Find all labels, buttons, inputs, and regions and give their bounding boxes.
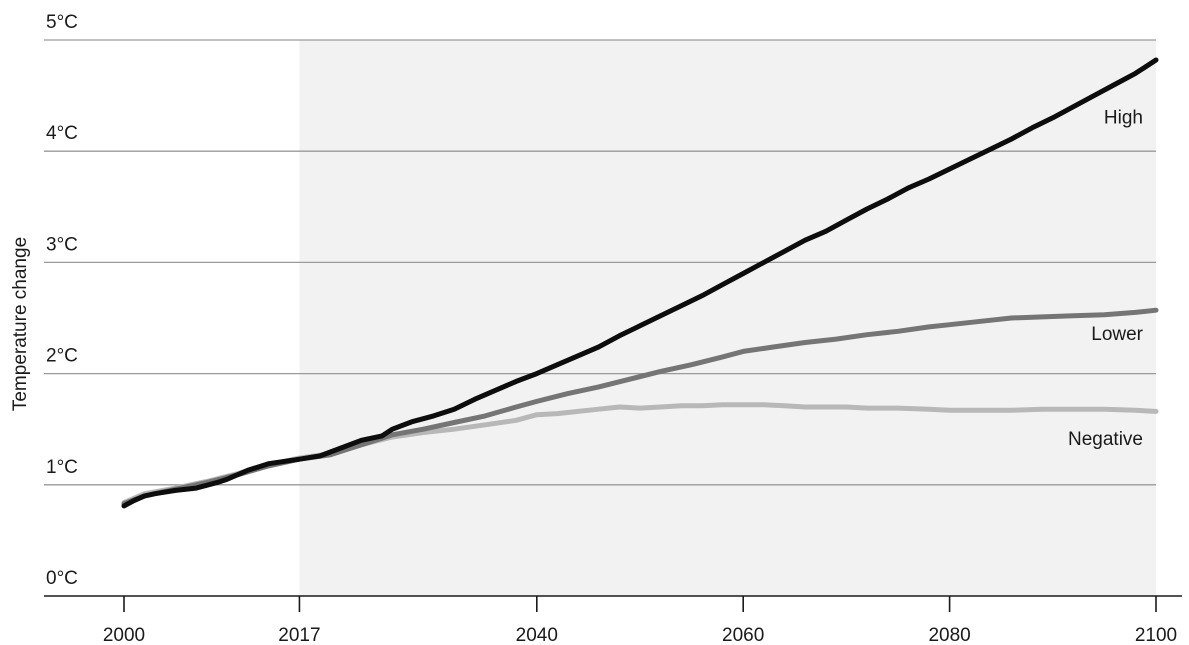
y-tick-label: 2°C [46,346,78,367]
series-label-lower: Lower [1091,324,1143,345]
y-axis-title: Temperature change [10,237,31,411]
series-label-negative: Negative [1068,429,1143,450]
x-tick-label: 2060 [722,625,764,645]
y-tick-label: 5°C [46,12,78,33]
x-tick-label: 2080 [928,625,970,645]
x-tick-label: 2100 [1135,625,1177,645]
x-tick-label: 2040 [516,625,558,645]
y-tick-label: 4°C [46,123,78,144]
y-tick-label: 0°C [46,568,78,589]
y-tick-label: 1°C [46,457,78,478]
x-tick-label: 2017 [278,625,320,645]
gridlines [44,39,1156,486]
y-tick-label: 3°C [46,234,78,255]
y-axis-tick-labels: 0°C 1°C 2°C 3°C 4°C 5°C [46,12,78,589]
x-axis-ticks: 2000 2017 2040 2060 2080 2100 [103,596,1177,645]
series-label-high: High [1104,107,1143,128]
series-layer [121,57,1159,509]
series-line-high [121,57,1159,509]
series-labels: High Lower Negative [1068,107,1144,449]
x-tick-label: 2000 [103,625,145,645]
